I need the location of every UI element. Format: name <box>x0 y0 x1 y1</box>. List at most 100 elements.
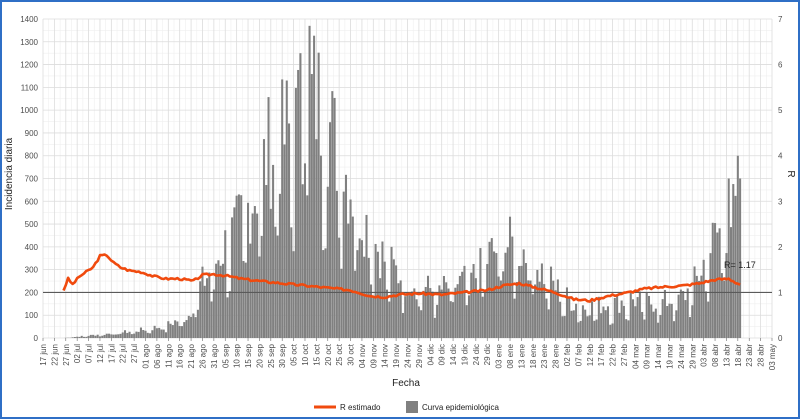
bar <box>349 199 352 338</box>
y-tick-label-right: 6 <box>778 61 783 70</box>
bar <box>415 299 418 338</box>
bar <box>725 253 728 338</box>
bar <box>691 305 694 338</box>
bar <box>695 275 698 338</box>
bar <box>101 335 104 338</box>
y-tick-label-right: 3 <box>778 197 783 206</box>
bar <box>180 326 183 338</box>
bar <box>413 288 416 338</box>
y-tick-label-left: 100 <box>25 311 39 320</box>
bar <box>709 253 712 338</box>
bar <box>540 263 543 338</box>
bar <box>326 186 329 338</box>
bar <box>392 259 395 338</box>
x-tick-label: 14 nov <box>381 344 390 368</box>
bar <box>363 256 366 338</box>
bar <box>301 184 304 338</box>
bar <box>657 322 660 338</box>
bar <box>123 330 127 338</box>
bar <box>429 288 432 338</box>
bar <box>360 240 363 338</box>
bar <box>342 191 345 338</box>
bar <box>647 295 651 338</box>
x-tick-label: 18 ene <box>529 343 538 368</box>
y-tick-label-right: 0 <box>778 334 783 343</box>
x-tick-label: 10 sep <box>233 343 242 368</box>
bar <box>508 216 512 338</box>
bar <box>383 261 386 338</box>
bar <box>422 290 425 338</box>
bar <box>167 321 170 338</box>
x-tick-label: 14 mar <box>654 344 663 369</box>
x-tick-label: 02 jul <box>73 344 82 363</box>
bar <box>620 300 623 338</box>
bar <box>71 337 74 338</box>
bar <box>190 316 193 338</box>
bar <box>187 315 190 338</box>
bar <box>486 264 489 338</box>
bar <box>249 243 252 338</box>
bar <box>682 291 685 338</box>
x-tick-label: 26 ago <box>198 343 207 368</box>
x-tick-label: 25 oct <box>335 343 344 366</box>
bar <box>575 303 578 338</box>
bar <box>379 278 382 338</box>
bar <box>634 306 637 338</box>
y-tick-label-left: 1200 <box>20 61 38 70</box>
bar <box>467 295 471 338</box>
bar <box>536 269 539 338</box>
bar <box>440 289 443 338</box>
bar <box>351 216 354 338</box>
bar <box>251 213 254 338</box>
bar <box>481 296 484 338</box>
bar <box>661 299 664 338</box>
bar <box>499 280 502 338</box>
bar <box>584 309 587 338</box>
bar <box>174 320 177 338</box>
bar <box>597 296 600 338</box>
bar <box>600 313 603 338</box>
x-tick-label: 07 feb <box>574 343 583 366</box>
bar <box>196 309 199 338</box>
x-tick-label: 29 nov <box>415 344 424 368</box>
bar <box>324 248 327 338</box>
bar <box>581 305 584 338</box>
bar <box>522 249 525 338</box>
bar <box>149 333 152 338</box>
bar <box>556 279 559 338</box>
bar <box>524 263 527 338</box>
bar <box>82 336 86 338</box>
bar <box>153 325 156 338</box>
bar <box>511 236 514 338</box>
x-tick-label: 30 oct <box>347 343 356 366</box>
bar <box>604 310 607 338</box>
bar <box>659 315 662 338</box>
bar <box>164 332 168 338</box>
x-tick-label: 03 ene <box>495 343 504 368</box>
bar <box>515 281 518 338</box>
x-tick-label: 04 mar <box>631 344 640 369</box>
bar <box>447 288 450 338</box>
bar <box>224 230 227 338</box>
bar <box>374 243 377 338</box>
bar <box>242 260 245 338</box>
x-tick-label: 28 abr <box>757 344 766 367</box>
x-tick-label: 04 dic <box>426 344 435 365</box>
grid-major <box>42 18 773 339</box>
bar <box>272 164 275 338</box>
bar <box>194 317 197 338</box>
x-tick-label: 07 jul <box>85 344 94 363</box>
bar <box>108 333 111 338</box>
bar <box>504 252 507 338</box>
bar <box>570 310 573 338</box>
x-tick-label: 17 feb <box>597 343 606 366</box>
bar <box>151 330 154 338</box>
bar <box>625 319 628 338</box>
bar <box>673 321 676 338</box>
bar <box>96 334 99 338</box>
bar <box>244 262 247 338</box>
bar <box>739 178 742 338</box>
legend-label-curve: Curva epidemiológica <box>422 403 499 412</box>
x-tick-label: 22 feb <box>609 343 618 366</box>
